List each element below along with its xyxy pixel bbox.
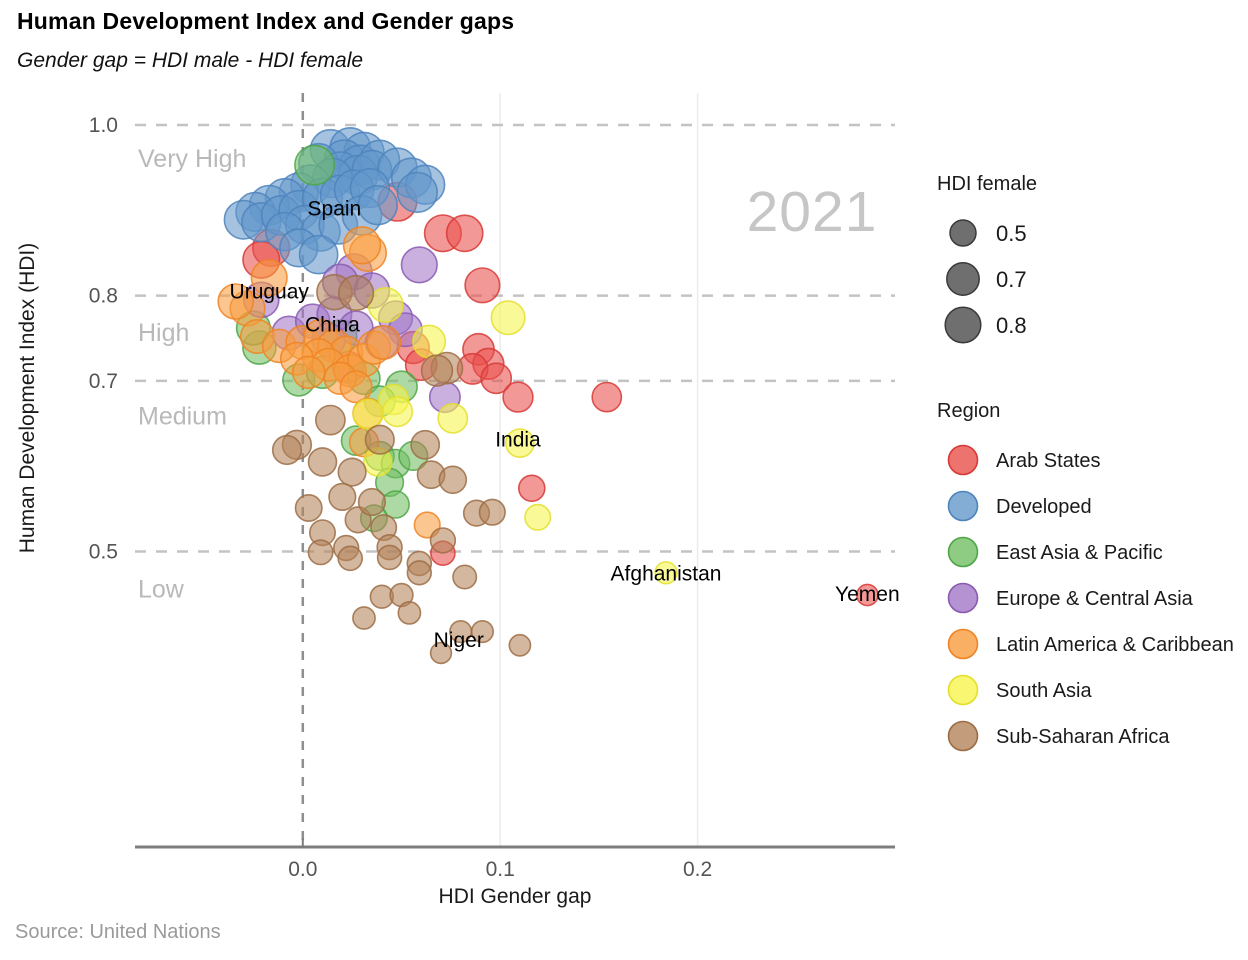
bubble-sub-saharan-africa [438, 465, 468, 495]
bubble-arab-states [445, 214, 484, 253]
bubble-south-asia [352, 398, 384, 430]
bubble-arab-states [480, 362, 513, 395]
bubble-sub-saharan-africa [352, 606, 376, 630]
bubble-arab-states [591, 381, 623, 413]
region-legend-label-arab-states: Arab States [996, 450, 1101, 472]
bubble-south-asia [654, 561, 678, 585]
bubble-sub-saharan-africa [410, 429, 441, 460]
x-axis-title: HDI Gender gap [438, 885, 592, 908]
country-label-india: India [495, 429, 541, 452]
bubble-developed [357, 185, 398, 226]
size-legend-label-0.8: 0.8 [996, 313, 1027, 338]
country-label-china: China [305, 314, 360, 337]
size-legend-swatch-0.7 [946, 262, 980, 296]
bubble-developed [396, 171, 438, 214]
size-legend-label-0.7: 0.7 [996, 267, 1027, 292]
bubble-sub-saharan-africa [397, 601, 422, 625]
bubble-latin-america-caribbean [366, 324, 402, 360]
bubble-sub-saharan-africa [508, 633, 532, 657]
bubble-latin-america-caribbean [339, 370, 373, 404]
bubble-latin-america-caribbean [250, 259, 288, 297]
region-legend-swatch-europe-central-asia [947, 582, 979, 614]
bubble-east-asia-pacific [294, 144, 336, 186]
size-legend-swatch-0.8 [944, 306, 982, 344]
y-tick-label-0.8: 0.8 [89, 285, 118, 308]
y-tick-label-0.7: 0.7 [89, 370, 118, 393]
country-label-niger: Niger [434, 629, 484, 652]
country-label-spain: Spain [308, 198, 362, 221]
size-legend-label-0.5: 0.5 [996, 221, 1027, 246]
y-tick-label-1.0: 1.0 [89, 114, 118, 137]
bubble-sub-saharan-africa [452, 564, 478, 590]
bubble-arab-states [502, 381, 534, 413]
x-tick-label-0.0: 0.0 [288, 858, 317, 881]
region-legend-label-developed: Developed [996, 496, 1092, 518]
bubble-sub-saharan-africa [429, 527, 457, 554]
bubble-arab-states [464, 267, 501, 304]
bubble-sub-saharan-africa [357, 487, 387, 517]
band-label-very-high: Very High [138, 145, 246, 173]
country-label-afghanistan: Afghanistan [611, 563, 722, 586]
x-tick-label-0.2: 0.2 [683, 858, 712, 881]
bubble-south-asia [381, 396, 414, 428]
size-legend-swatch-0.5 [949, 219, 977, 247]
year-watermark: 2021 [746, 180, 878, 244]
region-legend-label-europe-central-asia: Europe & Central Asia [996, 588, 1194, 610]
bubble-latin-america-caribbean [291, 355, 326, 390]
bubble-sub-saharan-africa [470, 619, 495, 644]
region-legend-swatch-south-asia [947, 674, 979, 706]
bubble-sub-saharan-africa [420, 354, 454, 387]
page-title: Human Development Index and Gender gaps [17, 8, 515, 34]
source-note: Source: United Nations [15, 921, 221, 943]
bubble-arab-states [856, 583, 879, 607]
bubble-sub-saharan-africa [314, 404, 346, 436]
bubble-sub-saharan-africa [307, 447, 338, 477]
region-legend-swatch-arab-states [947, 444, 979, 476]
bubble-sub-saharan-africa [478, 498, 506, 526]
bubble-sub-saharan-africa [271, 434, 303, 466]
bubble-sub-saharan-africa [338, 274, 375, 312]
bubble-latin-america-caribbean [217, 283, 254, 320]
bubble-sub-saharan-africa [376, 544, 403, 571]
band-label-high: High [138, 319, 189, 347]
y-tick-label-0.5: 0.5 [89, 540, 118, 563]
bubble-south-asia [505, 428, 535, 459]
bubble-arab-states [517, 474, 546, 503]
bubble-sub-saharan-africa [429, 641, 453, 665]
region-legend-swatch-east-asia-pacific [947, 536, 979, 568]
bubble-sub-saharan-africa [364, 424, 395, 455]
bubble-south-asia [437, 402, 469, 434]
region-legend-swatch-latin-america-caribbean [947, 628, 979, 660]
bubble-south-asia [412, 324, 447, 359]
bubble-south-asia [490, 300, 526, 336]
bubble-south-asia [524, 503, 552, 531]
bubble-sub-saharan-africa [307, 539, 334, 566]
region-legend-label-sub-saharan-africa: Sub-Saharan Africa [996, 726, 1170, 748]
region-legend-swatch-developed [947, 490, 979, 522]
bubble-sub-saharan-africa [328, 482, 357, 512]
region-legend-label-latin-america-caribbean: Latin America & Caribbean [996, 634, 1234, 656]
country-label-yemen: Yemen [835, 583, 900, 606]
bubble-sub-saharan-africa [406, 560, 432, 586]
bubble-sub-saharan-africa [337, 457, 367, 487]
region-legend-title: Region [937, 400, 1001, 422]
bubble-sub-saharan-africa [294, 493, 323, 522]
region-legend-swatch-sub-saharan-africa [947, 720, 979, 752]
band-label-low: Low [138, 576, 185, 604]
band-label-medium: Medium [138, 402, 227, 430]
region-legend-label-east-asia-pacific: East Asia & Pacific [996, 542, 1163, 564]
bubble-latin-america-caribbean [342, 226, 382, 265]
page-subtitle: Gender gap = HDI male - HDI female [17, 49, 364, 72]
country-label-uruguay: Uruguay [230, 280, 310, 303]
bubble-developed [298, 234, 339, 275]
x-tick-label-0.1: 0.1 [486, 858, 515, 881]
region-legend-label-south-asia: South Asia [996, 680, 1093, 702]
size-legend-title: HDI female [937, 173, 1038, 195]
bubble-europe-central-asia [400, 246, 438, 284]
bubble-sub-saharan-africa [337, 545, 364, 572]
